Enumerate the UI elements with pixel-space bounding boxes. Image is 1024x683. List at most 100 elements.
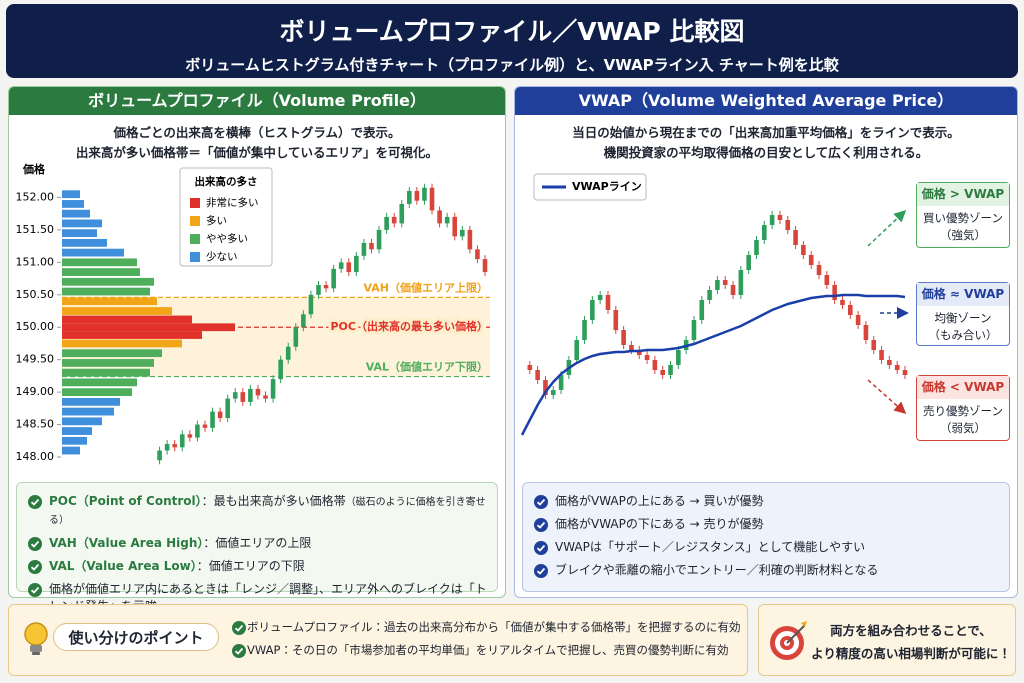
legend-box [533, 173, 647, 201]
candle [346, 262, 352, 273]
candle [255, 388, 261, 396]
candle [801, 245, 806, 255]
description-line: 機関投資家の平均取得価格の目安として広く利用される。 [603, 145, 929, 160]
candle [676, 350, 681, 365]
left-description: 価格ごとの出来高を横棒（ヒストグラム）で表示。 出来高が多い価格帯＝「価値が集中… [9, 123, 505, 163]
candle [338, 262, 344, 269]
note-text: ブレイクや乖離の縮小でエントリー／利確の判断材料となる [555, 563, 879, 577]
candle [605, 295, 611, 310]
volume-bar [62, 248, 124, 257]
check-mark [536, 567, 546, 575]
check-icon [28, 560, 42, 574]
candle [699, 300, 705, 320]
y-tick-label: 148.00 [16, 450, 55, 463]
zone-text: 売り優勢ゾーン [923, 404, 1003, 418]
y-tick-label: 149.00 [16, 385, 55, 398]
candle [444, 216, 450, 224]
volume-bar [62, 339, 182, 348]
candle [808, 255, 814, 265]
check-icon [232, 620, 246, 635]
volume-bar [62, 388, 132, 397]
vwap-chart: VWAPライン [520, 173, 909, 436]
candle [459, 229, 465, 237]
volume-bar [62, 323, 235, 332]
left-heading: ボリュームプロファイル（Volume Profile） [9, 87, 505, 115]
volume-bar [62, 287, 150, 296]
note-body: ：価値エリアの上限 [203, 536, 312, 550]
y-tick-label: 149.50 [16, 353, 55, 366]
check-icon [534, 564, 548, 578]
candle [407, 190, 412, 204]
candle [816, 265, 822, 275]
candle [316, 285, 321, 295]
volume-bar [62, 436, 87, 445]
target-icon [770, 621, 807, 660]
candle [535, 370, 540, 380]
zone-bear: 価格 < VWAP 売り優勢ゾーン （弱気） [916, 375, 1010, 441]
candle [730, 285, 736, 295]
note-term: VAH（Value Area High） [49, 536, 204, 550]
right-heading: VWAP（Volume Weighted Average Price） [515, 87, 1017, 115]
candle [558, 375, 564, 390]
candle [179, 434, 185, 448]
check-mark [30, 586, 40, 594]
candle [157, 450, 162, 461]
candle [475, 249, 480, 260]
description-line: 当日の始値から現在までの「出来高加重平均価格」をラインで表示。 [572, 125, 960, 140]
y-tick-label: 151.50 [16, 223, 55, 236]
candle [482, 259, 488, 273]
note: VAL（Value Area Low）：価値エリアの下限 [27, 558, 487, 575]
level-label: VAH（価値エリア上限） [364, 280, 489, 294]
note-term: VAL（Value Area Low） [49, 559, 197, 573]
candle [863, 325, 869, 340]
check-mark [30, 540, 40, 548]
candle [722, 280, 728, 285]
zone-bull: 価格 > VWAP 買い優勢ゾーン （強気） [916, 182, 1010, 248]
candle [660, 370, 665, 375]
vwap-line [520, 293, 906, 436]
note: ブレイクや乖離の縮小でエントリー／利確の判断材料となる [533, 562, 999, 579]
volume-bar [62, 446, 80, 455]
candle [361, 242, 367, 256]
y-tick-label: 150.00 [16, 320, 55, 333]
candle [550, 390, 556, 395]
candle [847, 305, 853, 315]
candle [879, 350, 884, 360]
candle [652, 360, 658, 370]
note-text: POC（Point of Control）：最も出来高が多い価格帯（磁石のように… [49, 493, 487, 529]
check-icon [534, 541, 548, 555]
y-tick-label: 151.00 [16, 255, 55, 268]
volume-bar [62, 397, 120, 406]
zone-text: （もみ合い） [928, 328, 998, 342]
check-mark [536, 521, 546, 529]
candle [855, 315, 861, 325]
candle [422, 187, 427, 201]
candle [887, 360, 892, 365]
check-icon [232, 643, 246, 658]
zone-title: 価格 > VWAP [917, 183, 1009, 206]
candle [832, 285, 837, 300]
volume-bar [62, 315, 192, 324]
legend-label: 非常に多い [206, 196, 259, 209]
candle [308, 294, 314, 315]
volume-bar [62, 238, 107, 247]
page-subtitle: ボリュームヒストグラム付きチャート（プロファイル例）と、VWAPライン入 チャー… [185, 56, 839, 74]
candle [715, 280, 720, 290]
usage-text: VWAP：その日の「市場参加者の平均単価」をリアルタイムで把握し、売買の優勢判断… [247, 643, 729, 657]
candle [629, 345, 634, 350]
y-axis-label: 価格 [22, 162, 46, 176]
zone-text: （弱気） [940, 421, 986, 435]
usage-box: 使い分けのポイント ボリュームプロファイル：過去の出来高分布から「価値が集中する… [8, 604, 748, 676]
candle [769, 215, 775, 225]
candle [285, 346, 291, 360]
legend-title: 出来高の多さ [195, 175, 258, 188]
usage-title: 使い分けのポイント [53, 623, 219, 651]
note: POC（Point of Control）：最も出来高が多い価格帯（磁石のように… [27, 493, 487, 529]
volume-bar [62, 378, 137, 387]
volume-bar [62, 417, 102, 426]
volume-bar [62, 200, 84, 208]
candle [225, 398, 230, 419]
left-notes: POC（Point of Control）：最も出来高が多い価格帯（磁石のように… [16, 482, 498, 613]
candle [437, 210, 442, 224]
candle [301, 314, 306, 328]
